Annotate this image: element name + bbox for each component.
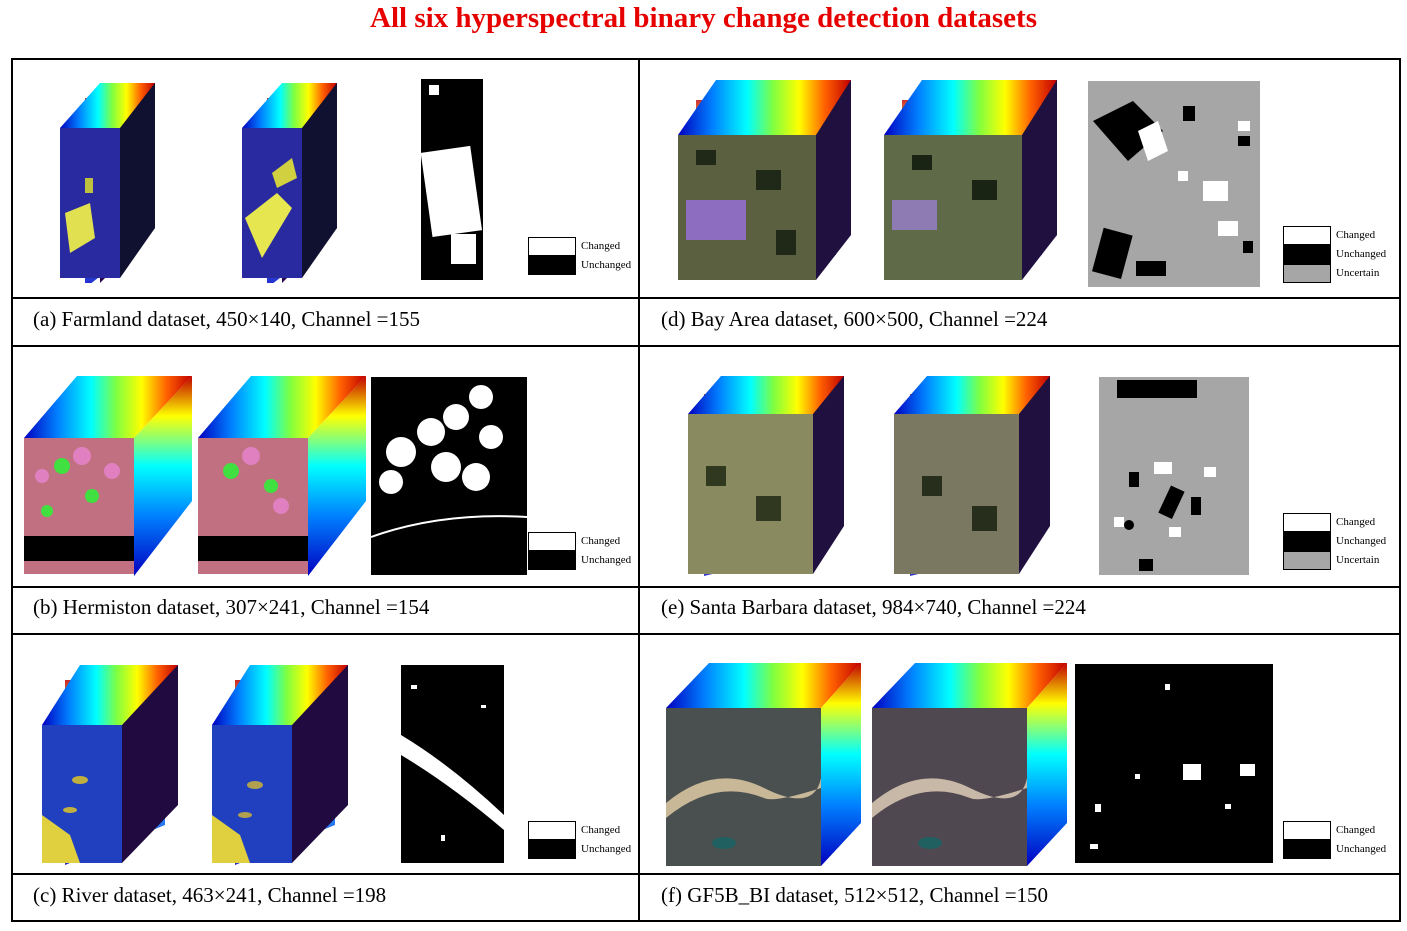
river-cube-t1 (42, 665, 178, 865)
caption-santa-barbara: (e) Santa Barbara dataset, 984×740, Chan… (661, 595, 1086, 619)
hermiston-change-map (371, 377, 527, 575)
bay-area-change-map (1088, 81, 1260, 287)
legend-swatch-changed (528, 532, 576, 551)
caption-hermiston: (b) Hermiston dataset, 307×241, Channel … (33, 595, 430, 619)
legend-label-uncertain: Uncertain (1336, 554, 1380, 566)
legend-swatch-changed (528, 237, 576, 256)
gf5b-bi-cube-t1 (666, 663, 861, 866)
farmland-cube-t2 (242, 83, 337, 283)
legend-label-changed: Changed (581, 824, 621, 836)
bay-area-cube-t2 (884, 80, 1057, 280)
gf5b-bi-cube-t2 (872, 663, 1067, 866)
legend-swatch-changed (1283, 821, 1331, 840)
legend-swatch-changed (528, 821, 576, 840)
legend-swatch-uncertain (1283, 264, 1331, 283)
santa-barbara-change-map (1099, 377, 1249, 575)
legend-label-unchanged: Unchanged (1336, 843, 1387, 855)
legend-swatch-unchanged (1283, 245, 1331, 264)
legend-label-uncertain: Uncertain (1336, 267, 1380, 279)
caption-gf5b-bi: (f) GF5B_BI dataset, 512×512, Channel =1… (661, 883, 1049, 907)
legend-label-changed: Changed (581, 240, 621, 252)
row-divider (11, 345, 1401, 347)
farmland-change-map (421, 79, 483, 280)
legend-label-unchanged: Unchanged (581, 554, 632, 566)
river-change-map (401, 665, 504, 863)
hermiston-cube-t2 (198, 376, 366, 576)
caption-farmland: (a) Farmland dataset, 450×140, Channel =… (33, 307, 421, 331)
row-divider (11, 586, 1401, 588)
legend-label-changed: Changed (1336, 516, 1376, 528)
legend-label-unchanged: Unchanged (581, 259, 632, 271)
legend-label-changed: Changed (581, 535, 621, 547)
row-divider (11, 633, 1401, 635)
legend-swatch-unchanged (1283, 840, 1331, 859)
legend-label-unchanged: Unchanged (581, 843, 632, 855)
caption-bay-area: (d) Bay Area dataset, 600×500, Channel =… (661, 307, 1048, 331)
santa-barbara-cube-t2 (894, 376, 1050, 576)
legend-label-changed: Changed (1336, 229, 1376, 241)
farmland-cube-t1 (60, 83, 155, 283)
legend-swatch-unchanged (528, 840, 576, 859)
figure-title: All six hyperspectral binary change dete… (370, 2, 1037, 34)
hermiston-cube-t1 (24, 376, 192, 576)
legend-swatch-unchanged (528, 551, 576, 570)
legend-swatch-unchanged (528, 256, 576, 275)
legend-swatch-unchanged (1283, 532, 1331, 551)
legend-label-unchanged: Unchanged (1336, 248, 1387, 260)
column-divider (638, 58, 640, 922)
legend-label-changed: Changed (1336, 824, 1376, 836)
bay-area-cube-t1 (678, 80, 851, 280)
caption-river: (c) River dataset, 463×241, Channel =198 (33, 883, 387, 907)
legend-label-unchanged: Unchanged (1336, 535, 1387, 547)
river-cube-t2 (212, 665, 348, 865)
santa-barbara-cube-t1 (688, 376, 844, 576)
legend-swatch-changed (1283, 226, 1331, 245)
legend-swatch-uncertain (1283, 551, 1331, 570)
legend-swatch-changed (1283, 513, 1331, 532)
gf5b-bi-change-map (1075, 664, 1273, 863)
figure-frame (11, 58, 1401, 922)
row-divider (11, 873, 1401, 875)
row-divider (11, 297, 1401, 299)
